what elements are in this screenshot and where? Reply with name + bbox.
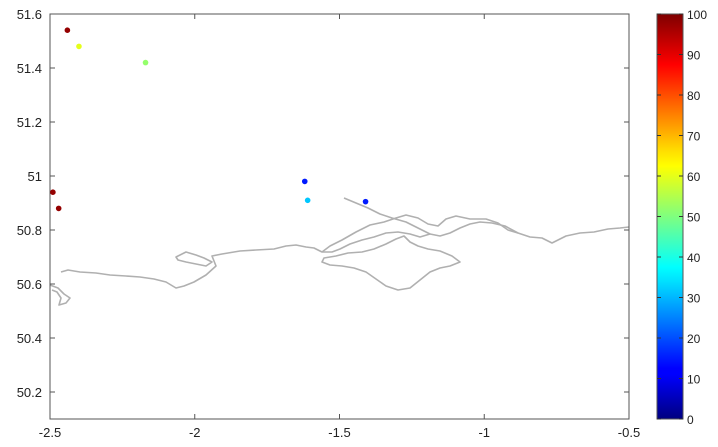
y-tick-label: 51.4 [17,61,42,76]
x-tick-labels: -2.5 -2 -1.5 -1 -0.5 [39,425,640,440]
y-tick-labels: 50.2 50.4 50.6 50.8 51 51.2 51.4 51.6 [17,7,42,400]
y-tick-label: 50.8 [17,223,42,238]
x-tick-label: -0.5 [618,425,640,440]
colorbar-tick-label: 90 [687,49,701,63]
colorbar-tick-label: 50 [687,211,701,225]
x-tick-label: -1 [478,425,490,440]
coastline [50,197,629,306]
y-tick-label: 51 [28,169,42,184]
x-tick-label: -2 [189,425,201,440]
colorbar-tick-label: 40 [687,251,701,265]
x-tick-label: -2.5 [39,425,61,440]
coastline-mainland [50,221,629,306]
y-tick-label: 51.2 [17,115,42,130]
colorbar-tick-label: 100 [687,8,707,22]
y-tick-label: 51.6 [17,7,42,22]
plot-background [50,14,629,419]
scatter-point [55,205,62,212]
coastline-island [321,235,461,291]
scatter-point [50,189,56,195]
colorbar-tick-label: 30 [687,292,701,306]
colorbar-tick-label: 70 [687,130,701,144]
scatter-point [301,178,308,185]
y-tick-label: 50.2 [17,385,42,400]
colorbar-ticks: 0 10 20 30 40 50 60 70 80 90 100 [657,8,707,427]
x-tick-label: -1.5 [328,425,350,440]
scatter-point [304,197,311,204]
colorbar-tick-label: 0 [687,413,694,427]
colorbar [656,13,684,420]
colorbar-gradient [656,13,684,420]
y-tick-label: 50.4 [17,331,42,346]
colorbar-tick-label: 80 [687,89,701,103]
colorbar-tick-label: 20 [687,332,701,346]
scatter-point [142,59,149,66]
axis-ticks [49,13,630,419]
coastline-solent [321,197,519,253]
coastline-harbour [175,251,213,267]
scatter-point [64,27,71,33]
colorbar-tick-label: 60 [687,170,701,184]
y-tick-label: 50.6 [17,277,42,292]
scatter-points [50,27,369,212]
scatter-point [362,198,369,205]
colorbar-tick-label: 10 [687,373,701,387]
scatter-point [76,43,82,50]
